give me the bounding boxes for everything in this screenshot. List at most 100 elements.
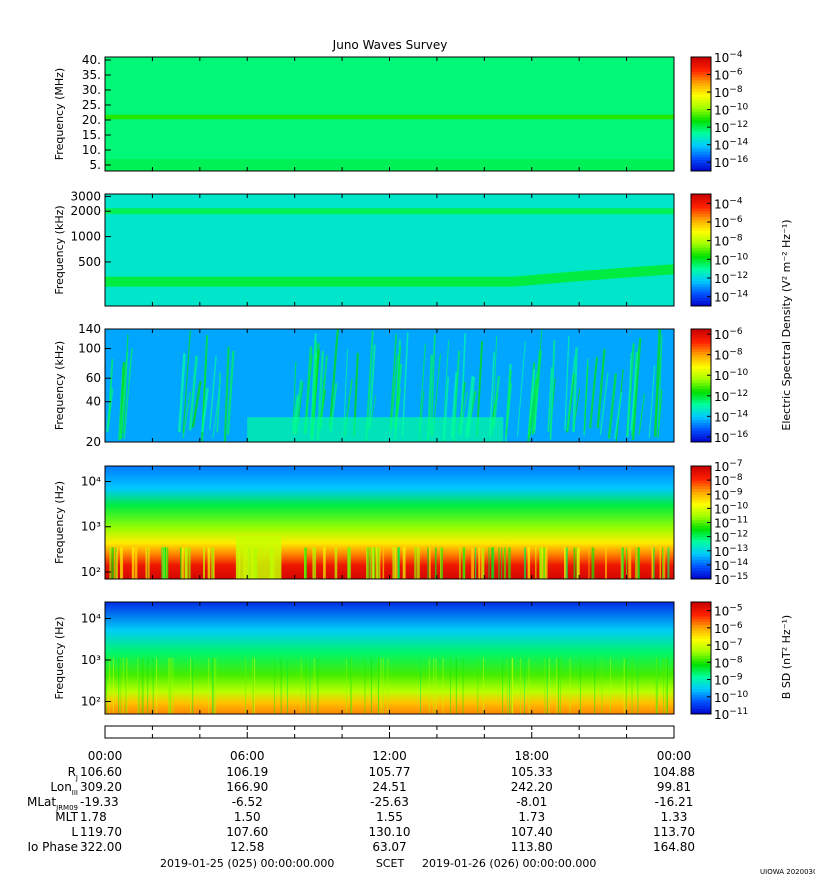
- colorbar-step: [691, 236, 711, 240]
- y-tick-label: 10⁴: [81, 474, 101, 488]
- colorbar-tick-label: 10−14: [714, 558, 749, 573]
- spectral-streak: [535, 547, 537, 579]
- colorbar-step: [691, 252, 711, 257]
- spectral-streak: [556, 658, 558, 714]
- spectral-streak: [579, 658, 581, 714]
- colorbar-step: [691, 156, 711, 161]
- ephemeris-value: 99.81: [657, 780, 691, 794]
- spectral-streak: [252, 658, 254, 714]
- colorbar-step: [691, 116, 711, 121]
- spectral-streak: [433, 658, 435, 714]
- spectral-streak: [462, 658, 464, 714]
- colorbar-frame: [690, 328, 712, 443]
- colorbar-step: [691, 388, 711, 392]
- colorbar-step: [691, 691, 711, 695]
- colorbar-step: [691, 213, 711, 217]
- spectral-streak: [631, 658, 633, 714]
- colorbar-step: [691, 502, 711, 507]
- burst-streak: [547, 367, 553, 432]
- colorbar-step: [691, 91, 711, 95]
- spectral-streak: [131, 547, 135, 579]
- y-tick-label: 40: [86, 395, 101, 409]
- colorbar-step: [691, 345, 711, 350]
- spectral-streak: [152, 658, 154, 714]
- colorbar-step: [691, 439, 711, 443]
- spectral-streak: [122, 658, 124, 714]
- spectral-streak: [378, 658, 380, 714]
- colorbar-step: [691, 365, 711, 370]
- colorbar-step: [691, 354, 711, 358]
- spectral-streak: [300, 658, 302, 714]
- spectral-streak: [172, 658, 174, 714]
- ephemeris-value: 24.51: [372, 780, 406, 794]
- colorbar-tick-label: 10−4: [714, 196, 743, 211]
- spectral-streak: [573, 547, 576, 579]
- spectral-streak: [491, 547, 495, 579]
- colorbar-step: [691, 128, 711, 132]
- ephemeris-value: 309.20: [80, 780, 122, 794]
- colorbar-step: [691, 136, 711, 141]
- ephemeris-value: 119.70: [80, 825, 122, 839]
- colorbar-tick-label: 10−12: [714, 389, 748, 404]
- colorbar-step: [691, 292, 711, 296]
- colorbar-step: [691, 514, 711, 518]
- colorbar-step: [691, 697, 711, 701]
- colorbar-step: [691, 482, 711, 487]
- colorbar-step: [691, 241, 711, 245]
- colorbar-step: [691, 466, 711, 470]
- spectral-streak: [116, 547, 118, 579]
- spectral-streak: [142, 658, 144, 714]
- colorbar-step: [691, 680, 711, 684]
- spectral-streak: [118, 658, 120, 714]
- y-tick-label: 2000: [70, 204, 101, 218]
- y-tick-label: 20: [86, 435, 101, 449]
- spectral-streak: [113, 547, 117, 579]
- colorbar-step: [691, 94, 711, 98]
- colorbar-step: [691, 102, 711, 106]
- colorbar-tick-label: 10−13: [714, 544, 748, 559]
- colorbar-step: [691, 329, 711, 333]
- colorbar-step: [691, 468, 711, 473]
- spectral-streak: [637, 658, 639, 714]
- burst-streak: [119, 351, 129, 440]
- y-tick-label: 3000: [70, 189, 101, 203]
- burst-streak: [631, 338, 642, 441]
- magnetic-colorbar-label: B SD (nT² Hz⁻¹): [780, 615, 793, 699]
- y-tick-label: 40.: [82, 53, 101, 67]
- ephemeris-value: 107.40: [511, 825, 553, 839]
- spectral-streak: [186, 547, 189, 579]
- time-tick-label: 12:00: [372, 749, 407, 763]
- colorbar-step: [691, 396, 711, 401]
- burst-streak: [319, 355, 328, 429]
- panel-1: 5.10.15.20.25.30.35.40. Frequency (MHz) 10…: [53, 50, 749, 172]
- burst-streak: [627, 352, 632, 438]
- spectral-streak: [380, 658, 382, 714]
- colorbar-step: [691, 68, 711, 72]
- spectral-streak: [594, 658, 596, 714]
- colorbar: 10−6 10−8 10−10 10−12 10−14 10−16: [690, 327, 749, 445]
- burst-streak: [657, 334, 663, 429]
- colorbar-step: [691, 278, 711, 282]
- colorbar-step: [691, 303, 711, 307]
- burst-streak: [107, 359, 114, 426]
- spectral-streak: [211, 658, 213, 714]
- spectral-streak: [512, 658, 514, 714]
- colorbar-step: [691, 635, 711, 639]
- burst-streak: [599, 372, 609, 435]
- colorbar-step: [691, 436, 711, 440]
- colorbar-step: [691, 247, 711, 251]
- colorbar-step: [691, 547, 711, 552]
- colorbar-step: [691, 522, 711, 526]
- colorbar-step: [691, 334, 711, 338]
- spectral-streak: [164, 547, 167, 579]
- colorbar-step: [691, 505, 711, 509]
- spectral-streak: [482, 547, 485, 579]
- ephemeris-row-label: Io Phase: [27, 840, 78, 854]
- spectral-streak: [541, 547, 544, 579]
- spectral-streak: [435, 658, 437, 714]
- colorbar-step: [691, 542, 711, 546]
- spectral-streak: [317, 658, 319, 714]
- colorbar-step: [691, 79, 711, 84]
- spectral-streak: [280, 658, 282, 714]
- burst-streak: [178, 353, 186, 433]
